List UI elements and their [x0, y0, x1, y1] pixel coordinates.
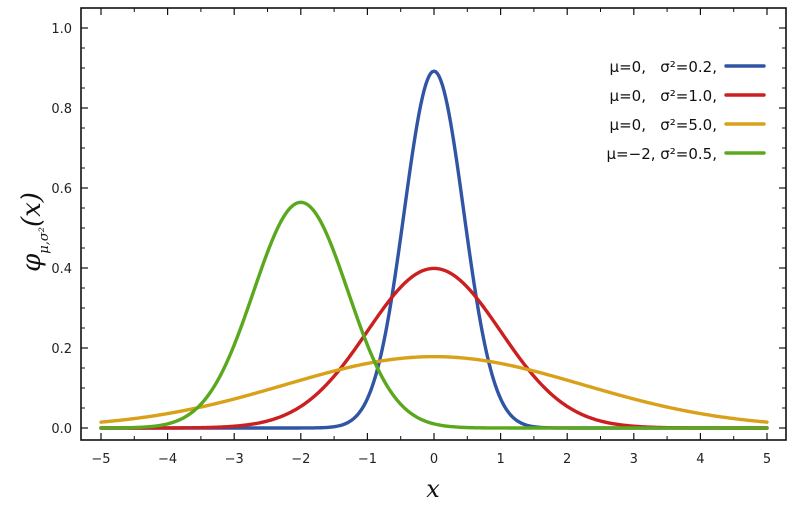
y-axis-title-main: φ: [17, 253, 47, 272]
x-axis: −5 −4 −3 −2 −1 0 1 2 3 4 5: [91, 8, 771, 467]
plot-area: [80, 7, 787, 441]
legend-label: μ=0, σ²=1.0,: [610, 87, 717, 105]
series-line: [99, 354, 769, 424]
x-tick-label: −4: [158, 452, 177, 467]
legend: μ=0, σ²=0.2, μ=0, σ²=1.0, μ=0, σ²=5.0, μ=−2…: [607, 58, 766, 163]
y-axis: 0.0 0.2 0.4 0.6 0.8 1.0: [51, 22, 786, 437]
x-tick-label: −3: [225, 452, 244, 467]
y-axis-title-sub: μ,σ²: [37, 227, 52, 254]
y-axis-title: φμ,σ²(x): [17, 192, 52, 272]
legend-label: μ=0, σ²=5.0,: [610, 116, 717, 134]
svg-text:φμ,σ²(x): φμ,σ²(x): [17, 192, 52, 272]
series-line: [99, 200, 769, 430]
x-tick-label: −2: [291, 452, 310, 467]
x-axis-title: x: [426, 475, 440, 503]
x-tick-label: −5: [91, 452, 110, 467]
x-tick-label: 5: [763, 452, 771, 467]
x-tick-label: 2: [563, 452, 571, 467]
x-tick-label: −1: [358, 452, 377, 467]
y-tick-label: 0.0: [51, 422, 72, 437]
y-tick-label: 0.2: [51, 342, 72, 357]
plot-frame: [80, 7, 787, 441]
y-tick-label: 0.6: [51, 182, 72, 197]
y-tick-label: 0.8: [51, 102, 72, 117]
legend-label: μ=−2, σ²=0.5,: [607, 145, 717, 163]
y-tick-label: 1.0: [51, 22, 72, 37]
y-tick-label: 0.4: [51, 262, 72, 277]
series-lines: [99, 69, 769, 430]
x-tick-label: 0: [430, 452, 438, 467]
x-tick-label: 4: [696, 452, 704, 467]
y-axis-title-arg: (x): [17, 192, 47, 227]
x-tick-label: 1: [496, 452, 504, 467]
x-tick-label: 3: [630, 452, 638, 467]
legend-label: μ=0, σ²=0.2,: [610, 58, 717, 76]
